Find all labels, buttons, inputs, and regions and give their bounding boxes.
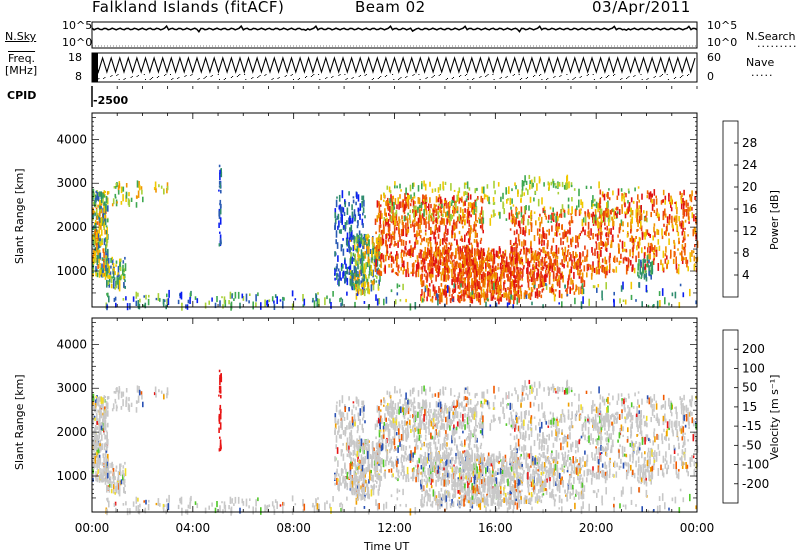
freq-label-line1: Freq. bbox=[8, 52, 36, 65]
cpid-label: CPID bbox=[7, 89, 37, 102]
freq-series-line bbox=[93, 56, 696, 74]
power-colorbar-label: Power [dB] bbox=[768, 190, 781, 250]
nsky-label: N.Sky bbox=[5, 30, 37, 43]
nave-tick-bottom: 0 bbox=[707, 70, 714, 83]
nsearch-tick-top: 10^5 bbox=[707, 19, 738, 32]
freq-label-line2: [MHz] bbox=[5, 64, 38, 77]
power-colorbar-tick-20: 20 bbox=[742, 180, 757, 194]
tick-labels: 1000 2000 3000 4000 1000 2000 3000 4000 00:00 04:… bbox=[56, 132, 769, 535]
velocity-ytick-1000: 1000 bbox=[56, 469, 87, 483]
velocity-ytick-2000: 2000 bbox=[56, 425, 87, 439]
power-colorbar-tick-12: 12 bbox=[742, 224, 757, 238]
nave-label: Nave bbox=[746, 56, 775, 69]
freq-tick-top: 18 bbox=[68, 51, 82, 64]
power-ytick-2000: 2000 bbox=[56, 220, 87, 234]
power-ytick-3000: 3000 bbox=[56, 176, 87, 190]
xtick-2: 08:00 bbox=[276, 521, 311, 535]
velocity-colorbar-tick--15: -15 bbox=[742, 419, 762, 433]
power-colorbar-tick-4: 4 bbox=[742, 268, 750, 282]
power-colorbar-tick-28: 28 bbox=[742, 136, 757, 150]
nave-legend-dots: ····· bbox=[751, 69, 774, 82]
velocity-colorbar-tick-15: 15 bbox=[742, 400, 757, 414]
velocity-scatter bbox=[92, 369, 699, 516]
velocity-colorbar-frame bbox=[722, 329, 739, 504]
velocity-colorbar-tick-50: 50 bbox=[742, 381, 757, 395]
date-title: 03/Apr/2011 bbox=[592, 0, 691, 16]
xtick-4: 16:00 bbox=[478, 521, 513, 535]
xtick-6: 00:00 bbox=[680, 521, 715, 535]
axis-ticks bbox=[91, 86, 698, 512]
velocity-ylabel: Slant Range [km] bbox=[13, 374, 26, 470]
xtick-3: 12:00 bbox=[377, 521, 412, 535]
xtick-0: 00:00 bbox=[75, 521, 110, 535]
velocity-colorbar-label: Velocity [m s⁻¹] bbox=[768, 374, 781, 460]
nsearch-tick-bottom: 10^0 bbox=[707, 36, 738, 49]
nsky-tick-top: 10^5 bbox=[62, 19, 93, 32]
velocity-colorbar-tick-200: 200 bbox=[742, 342, 765, 356]
nsky-series-line bbox=[91, 24, 698, 33]
velocity-ytick-4000: 4000 bbox=[56, 337, 87, 351]
station-title: Falkland Islands (fitACF) bbox=[92, 0, 285, 16]
power-colorbar-tick-24: 24 bbox=[742, 158, 757, 172]
colorbars bbox=[722, 120, 739, 504]
beam-title: Beam 02 bbox=[355, 0, 426, 16]
freq-tick-bottom: 8 bbox=[75, 70, 82, 83]
nave-series-dots bbox=[96, 74, 690, 80]
power-colorbar-tick-16: 16 bbox=[742, 202, 757, 216]
nsky-frame bbox=[91, 21, 698, 49]
velocity-colorbar-tick--50: -50 bbox=[742, 438, 762, 452]
freq-start-block bbox=[92, 53, 98, 82]
power-scatter bbox=[92, 164, 699, 311]
velocity-ytick-3000: 3000 bbox=[56, 381, 87, 395]
xtick-1: 04:00 bbox=[176, 521, 211, 535]
power-ylabel: Slant Range [km] bbox=[13, 168, 26, 264]
velocity-colorbar-tick-100: 100 bbox=[742, 361, 765, 375]
velocity-colorbar-tick--200: -200 bbox=[742, 477, 769, 491]
x-axis-label: Time UT bbox=[364, 540, 410, 553]
cpid-value: -2500 bbox=[93, 94, 129, 107]
xtick-5: 20:00 bbox=[579, 521, 614, 535]
power-ytick-4000: 4000 bbox=[56, 132, 87, 146]
nsearch-label: N.Search bbox=[746, 30, 796, 43]
nsky-tick-bottom: 10^0 bbox=[62, 36, 93, 49]
velocity-colorbar-tick--100: -100 bbox=[742, 458, 769, 472]
nsearch-legend-dots: ········· bbox=[757, 40, 798, 53]
power-colorbar-tick-8: 8 bbox=[742, 246, 750, 260]
nave-tick-top: 60 bbox=[707, 51, 721, 64]
power-ytick-1000: 1000 bbox=[56, 264, 87, 278]
